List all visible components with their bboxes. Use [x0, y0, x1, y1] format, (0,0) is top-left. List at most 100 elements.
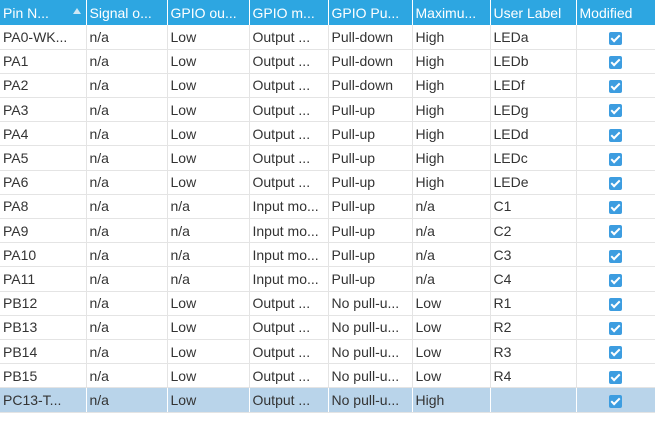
gpio-mode-cell[interactable]: Output ... [249, 315, 329, 340]
pin-name-cell[interactable]: PA0-WK... [0, 25, 87, 50]
gpio-pull-cell[interactable]: No pull-u... [328, 387, 413, 413]
signal-cell[interactable]: n/a [86, 291, 168, 316]
gpio-mode-cell[interactable]: Output ... [249, 73, 329, 99]
modified-checkbox-icon[interactable] [609, 201, 623, 215]
max-speed-cell[interactable]: High [412, 145, 491, 171]
column-header-pin-name[interactable]: Pin N... [0, 0, 87, 25]
gpio-output-cell[interactable]: n/a [167, 194, 250, 220]
pin-name-cell[interactable]: PA8 [0, 194, 87, 220]
modified-checkbox-icon[interactable] [609, 297, 623, 311]
table-row[interactable]: PA11 n/a n/a Input mo... Pull-up n/a C4 [0, 266, 655, 292]
modified-checkbox-icon[interactable] [609, 225, 623, 239]
modified-checkbox-icon[interactable] [609, 56, 623, 70]
max-speed-cell[interactable]: Low [412, 339, 491, 365]
table-row[interactable]: PA2 n/a Low Output ... Pull-down High LEDf [0, 73, 655, 99]
gpio-pull-cell[interactable]: Pull-down [328, 49, 413, 74]
gpio-output-cell[interactable]: n/a [167, 266, 250, 292]
table-row[interactable]: PA10 n/a n/a Input mo... Pull-up n/a C3 [0, 242, 655, 268]
gpio-output-cell[interactable]: n/a [167, 218, 250, 244]
signal-cell[interactable]: n/a [86, 121, 168, 147]
signal-cell[interactable]: n/a [86, 97, 168, 123]
gpio-output-cell[interactable]: Low [167, 315, 250, 340]
table-row[interactable]: PC13-T... n/a Low Output ... No pull-u... Hig… [0, 387, 655, 413]
gpio-output-cell[interactable]: n/a [167, 242, 250, 268]
gpio-output-cell[interactable]: Low [167, 25, 250, 50]
gpio-output-cell[interactable]: Low [167, 339, 250, 365]
gpio-mode-cell[interactable]: Input mo... [249, 194, 329, 220]
gpio-mode-cell[interactable]: Input mo... [249, 242, 329, 268]
modified-checkbox-icon[interactable] [609, 273, 623, 287]
max-speed-cell[interactable]: Low [412, 291, 491, 316]
max-speed-cell[interactable]: Low [412, 315, 491, 340]
gpio-output-cell[interactable]: Low [167, 145, 250, 171]
gpio-pull-cell[interactable]: Pull-down [328, 25, 413, 50]
pin-name-cell[interactable]: PA5 [0, 145, 87, 171]
gpio-mode-cell[interactable]: Output ... [249, 97, 329, 123]
pin-name-cell[interactable]: PB15 [0, 363, 87, 389]
column-header-gpio-output[interactable]: GPIO ou... [167, 0, 250, 25]
column-header-modified[interactable]: Modified [576, 0, 655, 25]
pin-name-cell[interactable]: PB14 [0, 339, 87, 365]
user-label-cell[interactable]: LEDd [490, 121, 577, 147]
pin-name-cell[interactable]: PC13-T... [0, 387, 87, 413]
table-row[interactable]: PA3 n/a Low Output ... Pull-up High LEDg [0, 97, 655, 123]
modified-checkbox-icon[interactable] [609, 104, 623, 118]
user-label-cell[interactable] [490, 387, 577, 413]
max-speed-cell[interactable]: High [412, 73, 491, 99]
gpio-mode-cell[interactable]: Output ... [249, 291, 329, 316]
signal-cell[interactable]: n/a [86, 25, 168, 50]
pin-name-cell[interactable]: PA3 [0, 97, 87, 123]
table-row[interactable]: PB13 n/a Low Output ... No pull-u... Low R2 [0, 315, 655, 340]
gpio-pull-cell[interactable]: Pull-up [328, 242, 413, 268]
user-label-cell[interactable]: C2 [490, 218, 577, 244]
modified-checkbox-icon[interactable] [609, 346, 623, 360]
gpio-pull-cell[interactable]: No pull-u... [328, 363, 413, 389]
signal-cell[interactable]: n/a [86, 363, 168, 389]
modified-checkbox-icon[interactable] [609, 128, 623, 142]
signal-cell[interactable]: n/a [86, 242, 168, 268]
max-speed-cell[interactable]: n/a [412, 194, 491, 220]
pin-name-cell[interactable]: PB12 [0, 291, 87, 316]
user-label-cell[interactable]: LEDc [490, 145, 577, 171]
max-speed-cell[interactable]: n/a [412, 218, 491, 244]
gpio-pull-cell[interactable]: Pull-up [328, 218, 413, 244]
sort-ascending-icon[interactable] [72, 8, 81, 14]
gpio-output-cell[interactable]: Low [167, 97, 250, 123]
max-speed-cell[interactable]: High [412, 170, 491, 195]
table-row[interactable]: PB12 n/a Low Output ... No pull-u... Low R1 [0, 291, 655, 316]
modified-checkbox-icon[interactable] [609, 31, 623, 45]
pin-name-cell[interactable]: PA6 [0, 170, 87, 195]
pin-name-cell[interactable]: PB13 [0, 315, 87, 340]
user-label-cell[interactable]: R2 [490, 315, 577, 340]
gpio-mode-cell[interactable]: Output ... [249, 121, 329, 147]
gpio-mode-cell[interactable]: Output ... [249, 387, 329, 413]
user-label-cell[interactable]: R3 [490, 339, 577, 365]
gpio-mode-cell[interactable]: Input mo... [249, 218, 329, 244]
gpio-output-cell[interactable]: Low [167, 363, 250, 389]
gpio-output-cell[interactable]: Low [167, 291, 250, 316]
max-speed-cell[interactable]: High [412, 387, 491, 413]
gpio-output-cell[interactable]: Low [167, 49, 250, 74]
signal-cell[interactable]: n/a [86, 218, 168, 244]
column-header-max-speed[interactable]: Maximu... [412, 0, 491, 25]
signal-cell[interactable]: n/a [86, 387, 168, 413]
signal-cell[interactable]: n/a [86, 266, 168, 292]
pin-name-cell[interactable]: PA10 [0, 242, 87, 268]
signal-cell[interactable]: n/a [86, 194, 168, 220]
gpio-mode-cell[interactable]: Output ... [249, 145, 329, 171]
gpio-mode-cell[interactable]: Input mo... [249, 266, 329, 292]
max-speed-cell[interactable]: n/a [412, 266, 491, 292]
user-label-cell[interactable]: C3 [490, 242, 577, 268]
gpio-pull-cell[interactable]: Pull-up [328, 97, 413, 123]
gpio-pull-cell[interactable]: Pull-up [328, 121, 413, 147]
modified-checkbox-icon[interactable] [609, 80, 623, 94]
table-row[interactable]: PA6 n/a Low Output ... Pull-up High LEDe [0, 170, 655, 195]
signal-cell[interactable]: n/a [86, 73, 168, 99]
user-label-cell[interactable]: R1 [490, 291, 577, 316]
table-row[interactable]: PA4 n/a Low Output ... Pull-up High LEDd [0, 121, 655, 147]
table-row[interactable]: PA9 n/a n/a Input mo... Pull-up n/a C2 [0, 218, 655, 244]
column-header-user-label[interactable]: User Label [490, 0, 577, 25]
user-label-cell[interactable]: LEDe [490, 170, 577, 195]
table-row[interactable]: PB15 n/a Low Output ... No pull-u... Low R4 [0, 363, 655, 389]
max-speed-cell[interactable]: n/a [412, 242, 491, 268]
